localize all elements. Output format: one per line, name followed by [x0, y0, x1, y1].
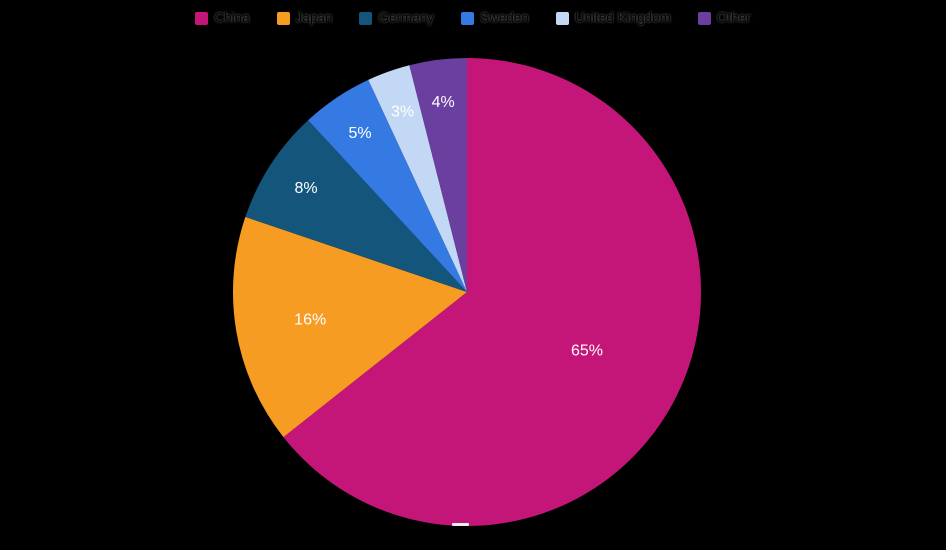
legend: China Japan Germany Sweden United Kingdom Oth…	[0, 9, 946, 27]
legend-item-japan[interactable]: Japan	[276, 9, 333, 27]
pie-slice-japan[interactable]	[233, 216, 467, 438]
legend-item-china[interactable]: China	[195, 9, 250, 27]
pie-slice-germany[interactable]	[245, 120, 467, 292]
slice-label-germany: 8%	[294, 180, 317, 197]
legend-swatch-japan	[276, 11, 290, 25]
slice-label-other: 4%	[432, 94, 455, 111]
slice-label-united-kingdom: 3%	[391, 104, 414, 121]
legend-item-sweden[interactable]: Sweden	[460, 9, 529, 27]
slice-label-china: 65%	[571, 343, 603, 360]
legend-swatch-china	[195, 11, 209, 25]
pie-slice-china[interactable]	[283, 58, 701, 526]
pie-slice-united-kingdom[interactable]	[368, 65, 467, 293]
slice-label-sweden: 5%	[349, 125, 372, 142]
legend-label-china: China	[214, 10, 250, 25]
legend-label-other: Other	[716, 10, 751, 25]
legend-swatch-united-kingdom	[555, 11, 569, 25]
legend-label-germany: Germany	[378, 10, 434, 25]
legend-swatch-other	[697, 11, 711, 25]
slice-label-japan: 16%	[294, 312, 326, 329]
legend-label-united-kingdom: United Kingdom	[574, 10, 671, 25]
legend-item-united-kingdom[interactable]: United Kingdom	[555, 9, 671, 27]
legend-swatch-germany	[359, 11, 373, 25]
legend-item-germany[interactable]: Germany	[359, 9, 434, 27]
legend-label-japan: Japan	[295, 10, 333, 25]
bottom-edge-mark	[452, 523, 469, 526]
legend-label-sweden: Sweden	[479, 10, 529, 25]
legend-swatch-sweden	[460, 11, 474, 25]
pie-slice-sweden[interactable]	[308, 79, 467, 292]
legend-item-other[interactable]: Other	[697, 9, 751, 27]
pie-slice-other[interactable]	[409, 58, 467, 292]
